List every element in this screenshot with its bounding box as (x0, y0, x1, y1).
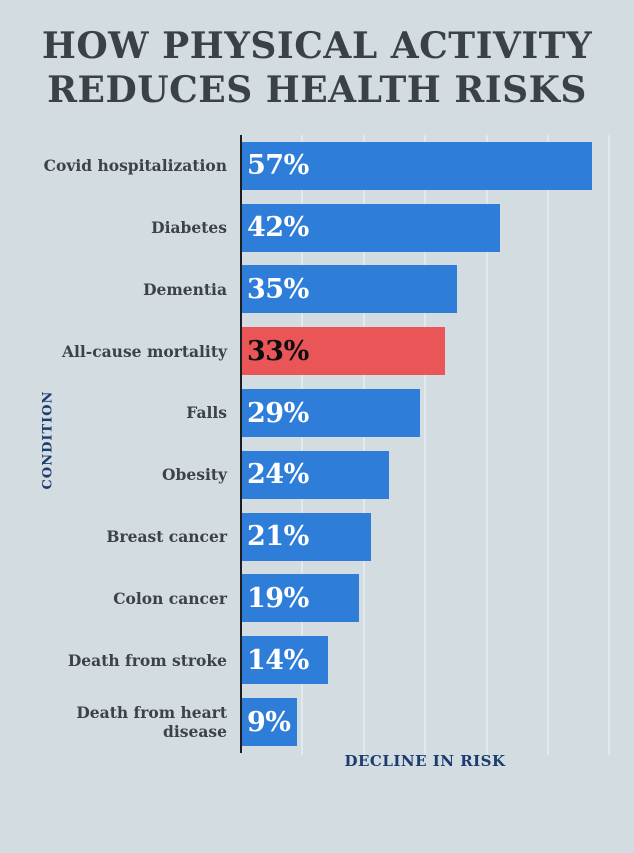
category-label-text: All-cause mortality (61, 341, 227, 361)
bar-row: Covid hospitalization 57% (0, 135, 634, 197)
bar-track: 9% (242, 698, 634, 747)
value-label: 21% (247, 521, 309, 553)
bar-row: Falls 29% (0, 382, 634, 444)
bar: 21% (242, 512, 371, 561)
bar-track: 42% (242, 203, 634, 252)
chart-title-line2: REDUCES HEALTH RISKS (47, 69, 587, 111)
category-label-text: Diabetes (151, 218, 227, 237)
value-label: 35% (247, 273, 309, 305)
category-label: Dementia (0, 280, 234, 299)
bar-track: 35% (242, 265, 634, 314)
value-label: 24% (247, 459, 309, 491)
category-label: Death from stroke (0, 651, 234, 670)
y-axis-title: CONDITION (40, 390, 56, 490)
bar: 57% (242, 141, 592, 190)
bar-track: 24% (242, 450, 634, 499)
bar-track: 57% (242, 141, 634, 190)
bar-rows: Covid hospitalization 57% Diabetes 42% Demen… (0, 135, 634, 753)
bar: 24% (242, 450, 389, 499)
bar-track: 21% (242, 512, 634, 561)
category-label-text: Covid hospitalization (43, 156, 227, 176)
gridline (486, 135, 488, 755)
category-label-text: Death from stroke (67, 650, 227, 670)
bar: 19% (242, 574, 359, 623)
bar-row: All-cause mortality 33% (0, 320, 634, 382)
bar-track: 19% (242, 574, 634, 623)
gridline (301, 135, 303, 755)
bar-track: 14% (242, 636, 634, 685)
chart-title-line1: HOW PHYSICAL ACTIVITY (41, 25, 593, 67)
x-axis-title: DECLINE IN RISK (344, 752, 506, 770)
gridline (547, 135, 549, 755)
bar-track: 33% (242, 327, 634, 376)
bar-row: Breast cancer 21% (0, 506, 634, 568)
value-label: 19% (247, 582, 309, 614)
gridline (424, 135, 426, 755)
category-label: All-cause mortality (0, 342, 234, 361)
category-label: Colon cancer (0, 589, 234, 608)
bar-track: 29% (242, 389, 634, 438)
bar: 29% (242, 389, 420, 438)
category-label: Covid hospitalization (0, 156, 234, 175)
value-label: 33% (247, 335, 309, 367)
category-label: Death from heart disease (0, 703, 234, 742)
bar-row: Death from heart disease 9% (0, 691, 634, 753)
gridline (608, 135, 610, 755)
category-label: Diabetes (0, 218, 234, 237)
value-label: 29% (247, 397, 309, 429)
category-label-text: Falls (186, 403, 227, 423)
bar: 9% (242, 698, 297, 747)
category-label-text: Obesity (162, 465, 227, 485)
bar-highlighted: 33% (242, 327, 445, 376)
category-label-text: Colon cancer (113, 588, 227, 608)
bar-row: Death from stroke 14% (0, 629, 634, 691)
bar-row: Colon cancer 19% (0, 568, 634, 630)
bar-row: Dementia 35% (0, 259, 634, 321)
category-label-text: Breast cancer (106, 526, 227, 546)
value-label: 14% (247, 644, 309, 676)
y-axis-line (240, 135, 242, 753)
category-label: Falls (0, 403, 234, 422)
bar-row: Obesity 24% (0, 444, 634, 506)
chart-title: HOW PHYSICAL ACTIVITY REDUCES HEALTH RISK… (0, 24, 634, 112)
bar: 14% (242, 636, 328, 685)
bar: 42% (242, 203, 500, 252)
bar-row: Diabetes 42% (0, 197, 634, 259)
bar: 35% (242, 265, 457, 314)
gridline (363, 135, 365, 755)
category-label: Obesity (0, 465, 234, 484)
value-label: 57% (247, 150, 309, 182)
value-label: 9% (247, 706, 291, 738)
value-label: 42% (247, 212, 309, 244)
category-label-text: Death from heart disease (76, 702, 227, 742)
category-label-text: Dementia (143, 279, 227, 299)
category-label: Breast cancer (0, 527, 234, 546)
